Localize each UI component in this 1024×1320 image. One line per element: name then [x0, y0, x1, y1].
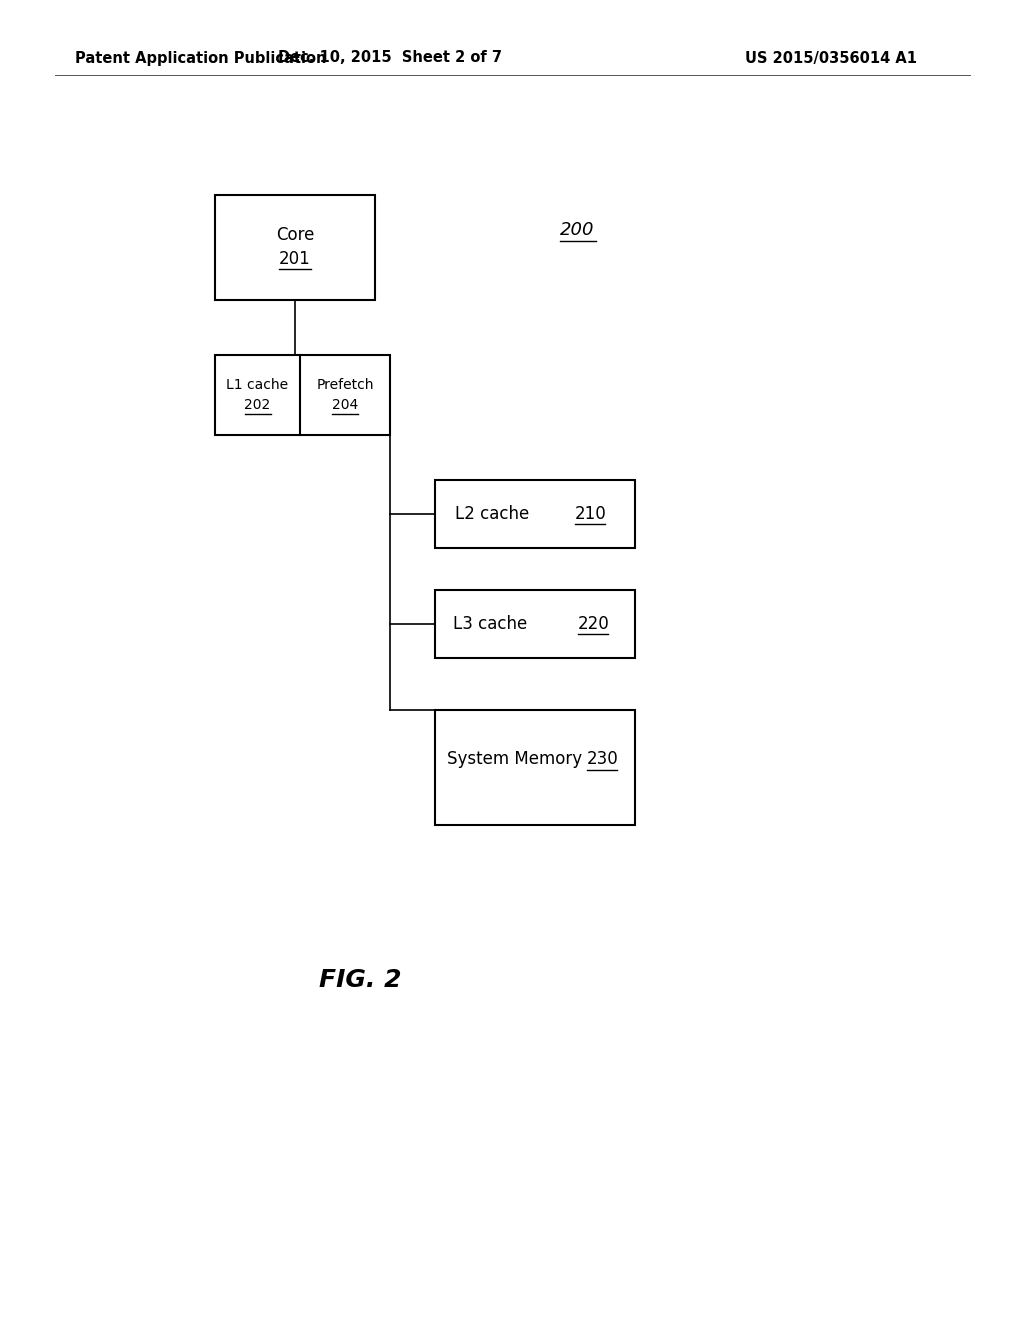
Bar: [435, 480, 635, 548]
Text: FIG. 2: FIG. 2: [318, 968, 401, 993]
Text: 210: 210: [575, 506, 607, 523]
Text: 201: 201: [280, 251, 311, 268]
Text: 230: 230: [587, 751, 618, 768]
Text: L3 cache: L3 cache: [453, 615, 538, 634]
Bar: [435, 590, 635, 657]
Text: Dec. 10, 2015  Sheet 2 of 7: Dec. 10, 2015 Sheet 2 of 7: [278, 50, 502, 66]
Text: 204: 204: [332, 399, 358, 412]
Text: US 2015/0356014 A1: US 2015/0356014 A1: [745, 50, 918, 66]
Text: Prefetch: Prefetch: [316, 378, 374, 392]
Text: System Memory: System Memory: [447, 751, 593, 768]
Text: 202: 202: [245, 399, 270, 412]
Text: Core: Core: [275, 227, 314, 244]
Bar: [435, 710, 635, 825]
Text: L2 cache: L2 cache: [455, 506, 529, 523]
Text: Patent Application Publication: Patent Application Publication: [75, 50, 327, 66]
Bar: [215, 195, 375, 300]
Text: 220: 220: [578, 615, 609, 634]
Bar: [215, 355, 390, 436]
Text: 200: 200: [560, 220, 595, 239]
Text: L1 cache: L1 cache: [226, 378, 289, 392]
